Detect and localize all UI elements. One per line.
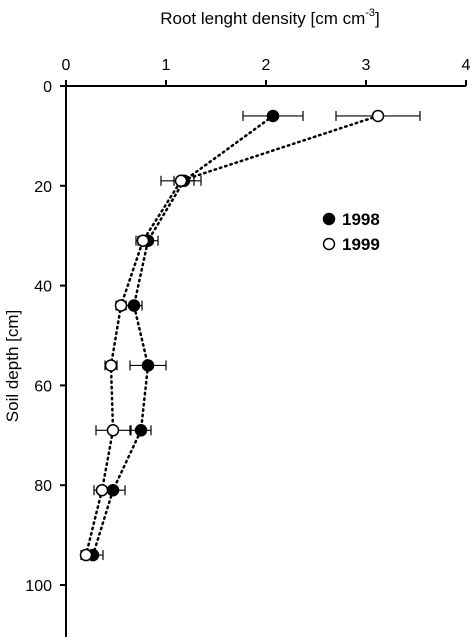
data-point-1998 (134, 424, 148, 437)
legend: 1998 1999 (322, 210, 380, 254)
legend-marker-1998 (322, 212, 336, 226)
data-point-1999 (114, 299, 128, 312)
x-axis-title-superscript: -3 (365, 7, 375, 19)
legend-marker-1999 (322, 237, 336, 251)
data-point-1999 (104, 359, 118, 372)
y-axis-title: Soil depth [cm] (3, 310, 22, 422)
data-point-1998 (141, 359, 155, 372)
series-line-1999 (84, 114, 380, 557)
data-point-1999 (136, 234, 150, 247)
x-tick-label: 1 (162, 57, 171, 74)
x-tick-label: 3 (362, 57, 371, 74)
y-tick-label: 80 (34, 478, 52, 495)
series-line-1998 (91, 114, 275, 557)
legend-item-1998: 1998 (322, 210, 380, 229)
legend-label-1998: 1998 (342, 210, 380, 229)
y-tick-label: 20 (34, 179, 52, 196)
series-1999 (79, 109, 421, 562)
x-tick-label: 2 (262, 57, 271, 74)
x-axis-title: Root lenght density [cm cm-3] (160, 7, 380, 28)
series-1998 (82, 109, 304, 562)
x-axis-title-main: Root lenght density [cm cm (160, 9, 365, 28)
data-point-1998 (266, 109, 280, 123)
x-tick-label: 4 (462, 57, 471, 74)
x-axis-title-end: ] (375, 9, 380, 28)
y-ticks: 0 20 40 60 80 100 (25, 79, 66, 595)
y-tick-label: 60 (34, 378, 52, 395)
data-point-1999 (174, 174, 188, 188)
y-tick-label: 40 (34, 279, 52, 296)
series-layer (79, 109, 421, 562)
data-point-1999 (95, 483, 109, 497)
x-tick-label: 0 (62, 57, 71, 74)
data-point-1998 (127, 299, 141, 312)
data-point-1999 (371, 109, 385, 123)
data-point-1999 (106, 424, 120, 437)
data-point-1999 (79, 548, 93, 562)
legend-label-1999: 1999 (342, 235, 380, 254)
y-tick-label: 0 (43, 79, 52, 96)
legend-item-1999: 1999 (322, 235, 380, 254)
y-tick-label: 100 (25, 578, 52, 595)
x-ticks: 0 1 2 3 4 (62, 57, 471, 86)
